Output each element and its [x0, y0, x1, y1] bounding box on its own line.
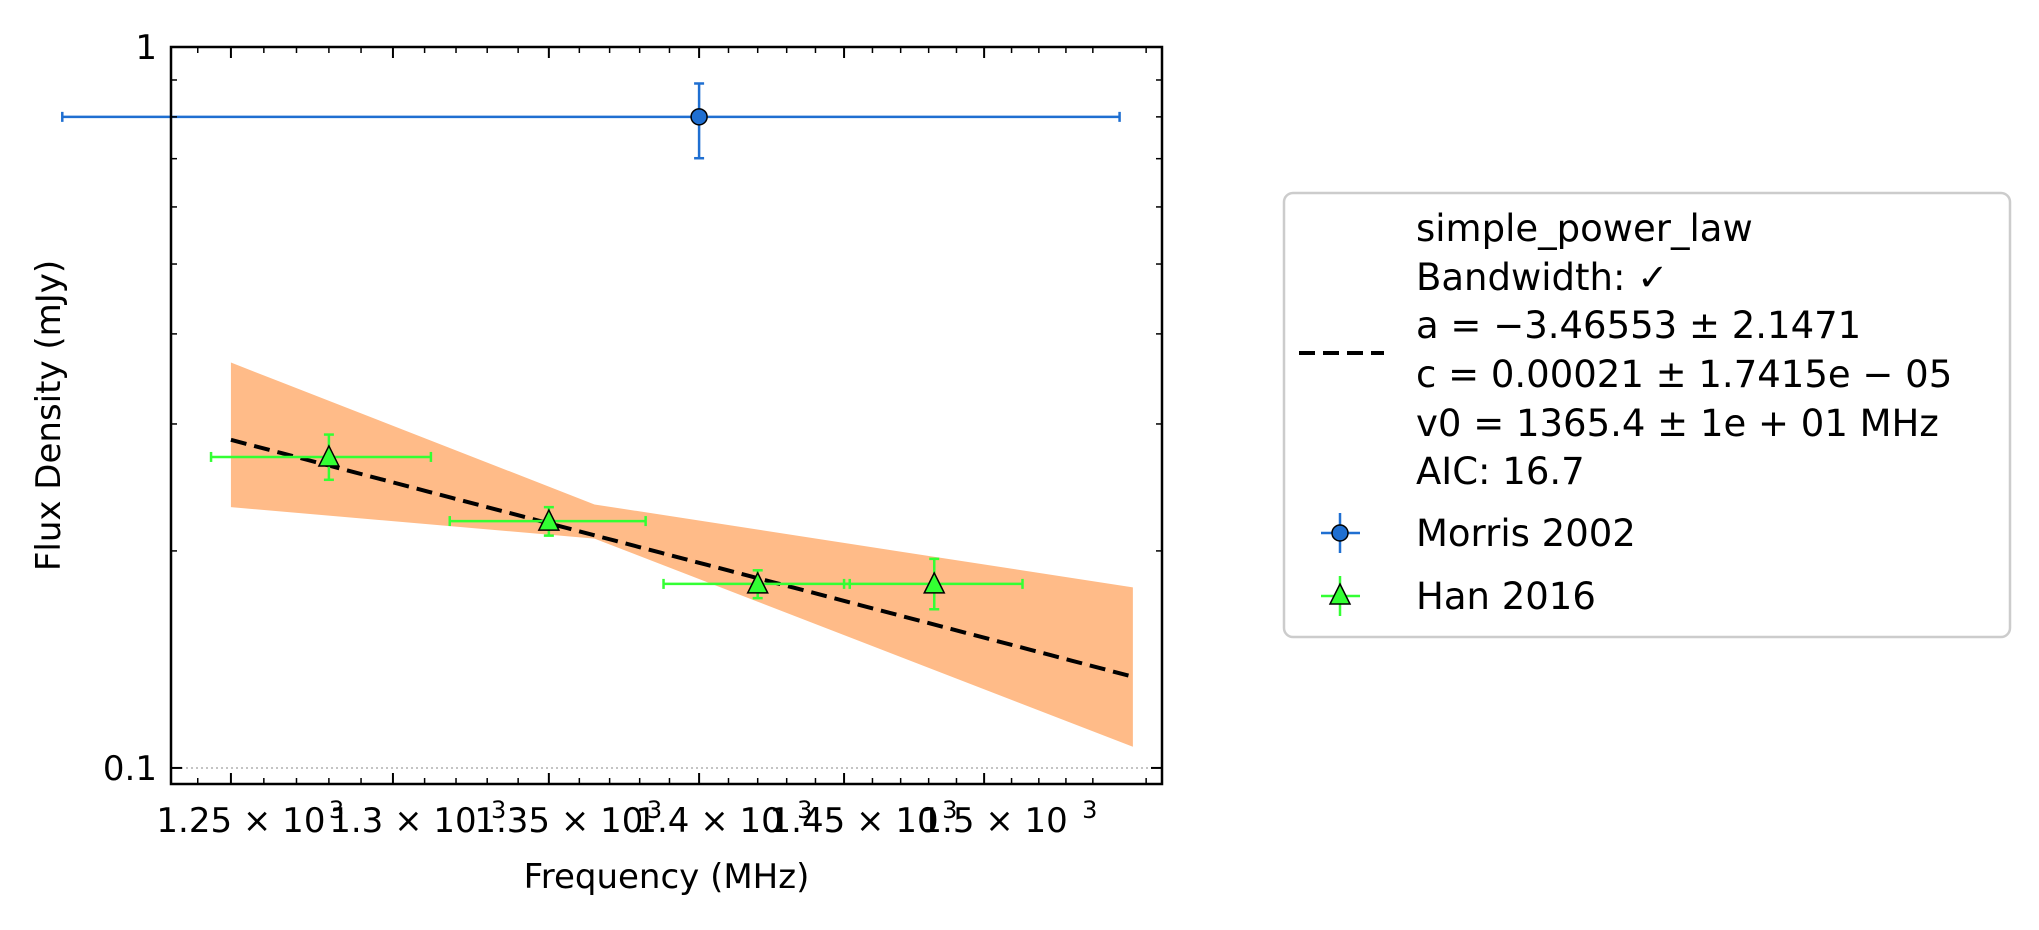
y-tick-label: 1 [135, 28, 157, 68]
data-point-han-3 [842, 557, 1024, 611]
x-tick-exponent: 3 [329, 796, 344, 824]
x-tick-label: 1.3 × 10 [329, 801, 476, 841]
legend-entry-han: Han 2016 [1321, 575, 1596, 618]
x-tick-label: 1.5 × 10 [920, 801, 1067, 841]
data-point-han-1 [448, 505, 647, 537]
triangle-marker [537, 508, 561, 531]
legend-fit-param-c: c = 0.00021 ± 1.7415e − 05 [1416, 353, 1952, 396]
legend-fit-param-a: a = −3.46553 ± 2.1471 [1416, 304, 1861, 347]
x-tick-exponent: 3 [491, 796, 506, 824]
x-axis-label: Frequency (MHz) [524, 857, 810, 897]
plot-frame [169, 45, 1164, 786]
axis-ticks: 1.25 × 10 31.3 × 10 31.35 × 10 31.4 × 10 31.… [103, 28, 1162, 841]
y-axis-label: Flux Density (mJy) [29, 260, 69, 571]
legend-entry-morris: Morris 2002 [1321, 512, 1636, 555]
data-points [61, 82, 1121, 611]
data-point-han-2 [662, 569, 852, 600]
legend-fit-name: simple_power_law [1416, 207, 1753, 250]
legend-han-marker [1328, 582, 1352, 605]
legend-han-label: Han 2016 [1416, 575, 1596, 618]
triangle-marker [746, 571, 769, 594]
data-point-morris-0 [61, 82, 1121, 160]
x-tick-label: 1.4 × 10 [635, 801, 782, 841]
x-tick-exponent: 3 [1082, 796, 1097, 824]
legend-fit-bandwidth: Bandwidth: ✓ [1416, 256, 1668, 299]
legend: simple_power_law Bandwidth: ✓ a = −3.465… [1282, 191, 2012, 639]
data-point-han-0 [209, 433, 433, 482]
y-tick-label: 0.1 [103, 749, 157, 789]
x-tick-label: 1.25 × 10 [156, 801, 325, 841]
triangle-marker [317, 444, 341, 467]
x-tick-label: 1.45 × 10 [770, 801, 939, 841]
fit-line [230, 437, 1134, 679]
legend-fit-param-v0: v0 = 1365.4 ± 1e + 01 MHz [1416, 402, 1939, 445]
x-tick-exponent: 3 [647, 796, 662, 824]
x-tick-label: 1.35 × 10 [474, 801, 643, 841]
legend-frame [1282, 191, 2012, 639]
circle-marker [690, 108, 708, 126]
plot-area: 1.25 × 10 31.3 × 10 31.35 × 10 31.4 × 10 31.… [61, 28, 1164, 841]
x-tick-exponent: 3 [797, 796, 812, 824]
legend-fit-aic: AIC: 16.7 [1416, 450, 1585, 493]
x-tick-exponent: 3 [942, 796, 957, 824]
legend-morris-label: Morris 2002 [1416, 512, 1636, 555]
legend-fit-text: simple_power_law Bandwidth: ✓ a = −3.465… [1416, 207, 1952, 493]
fit-confidence-band [230, 362, 1133, 747]
legend-morris-marker [1331, 524, 1349, 542]
triangle-marker [923, 571, 946, 594]
